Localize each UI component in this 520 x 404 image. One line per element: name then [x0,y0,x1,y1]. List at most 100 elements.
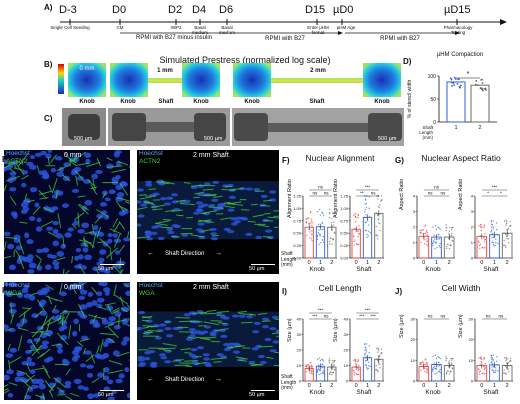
J-Shaft-ytick-label: 0 [471,379,474,384]
panel-g-group-knob: Knob [425,266,441,273]
G-Knob-point [434,248,436,250]
I-Shaft-ytick-label: 20 [344,348,349,353]
G-Knob-point [424,225,426,227]
I-Knob-point [316,369,319,372]
brightfield-2mm: 500 µm [232,108,404,146]
panel-d-title: µHM Compaction [436,52,484,58]
d-sig: * [467,71,470,78]
G-Knob-point [432,242,434,244]
G-Shaft-point [503,220,506,222]
G-Knob-point [425,231,428,233]
F-Knob-point [311,230,313,232]
G-Knob-point [446,227,448,229]
J-Knob-point [434,373,436,375]
J-Knob-point [437,365,439,367]
J-Shaft-point [483,368,485,371]
I-Shaft-point [354,360,357,362]
I-Knob-point [310,365,313,367]
part-knob-2: Knob [193,99,209,105]
G-Knob-point [438,245,440,247]
G-Knob-point [439,228,441,231]
G-Shaft-point [494,244,497,247]
F-Shaft-point [357,214,360,217]
I-Shaft-point [377,350,380,352]
G-Shaft-point [509,224,512,227]
label-1mm: 1 mm [157,68,173,74]
panel-b-title: Simulated Prestress (normalized log scal… [159,55,331,65]
G-Knob-xtick: 2 [448,260,451,266]
I-Shaft-point [379,367,381,369]
tp-d2: D2 [168,4,183,16]
G-Shaft-point [480,226,482,228]
J-Knob-xtick: 2 [448,383,451,389]
J-Knob-point [452,357,454,360]
F-Knob-point [311,221,314,224]
F-Shaft-point [378,222,380,224]
bar-d-1 [446,81,466,123]
I-Shaft-point [377,351,379,353]
G-Knob-point [449,244,452,246]
J-Shaft-point [478,371,481,373]
image-e-2mm: Hoechst ACTN2 2 mm Shaft ← Shaft Directi… [137,150,279,274]
J-Shaft-point [490,355,492,357]
J-Shaft-point [507,368,509,370]
I-Knob-point [331,362,333,364]
F-Knob-ytick-label: 0.25 [293,243,302,248]
F-Knob-point [316,234,319,237]
I-Knob-point [309,369,311,372]
G-Knob-point [424,232,427,235]
F-Shaft-point [357,230,359,233]
G-Shaft-point [497,242,499,245]
G-Knob-point [432,226,434,228]
panel-d-label: D) [403,57,412,66]
image-title: 0 mm [64,152,82,159]
F-Shaft-point [353,244,356,246]
texture-e-left [4,150,130,274]
I-Knob-point [322,370,325,372]
G-Knob-xtick: 0 [422,260,425,266]
I-Knob-point [320,373,322,375]
I-Knob-point [321,363,324,366]
I-Knob-point [328,361,330,364]
point-d [458,85,461,88]
G-Shaft-point [496,222,498,224]
J-Knob-point [422,361,424,364]
F-Knob-point [309,237,311,239]
I-Shaft-point [357,373,359,376]
J-Knob-point [435,367,437,370]
I-Shaft-point [376,370,379,373]
scale-c3: 500 µm [378,136,397,142]
F-Shaft-ytick-label: 0.00 [340,256,349,261]
point-d [452,82,455,84]
shaft-direction-label: Shaft Direction [165,377,205,383]
tp-d4-sub: Basal medium [191,25,208,35]
G-Shaft-point [490,220,493,222]
G-Knob-point [448,247,451,250]
tp-ud15: µD15 [444,4,471,16]
I-Knob-point [322,366,324,369]
F-Knob-point [310,218,313,220]
I-Shaft-ytick-label: 40 [344,317,349,322]
panel-b-label: B) [44,60,53,69]
G-Knob-point [438,227,440,229]
F-Shaft-point [379,230,381,232]
G-Shaft-point [491,241,493,243]
F-Shaft-point [354,215,357,218]
F-Shaft-point [365,206,368,208]
I-Knob-sig: *** [312,314,318,319]
F-Knob-point [328,216,330,219]
part-shaft-1: Shaft [158,99,174,105]
J-Knob-point [433,362,435,364]
G-Shaft-point [492,220,495,222]
G-Shaft-point [495,228,498,231]
I-Knob-xtick: 1 [319,383,322,389]
shaft-arrow-right-icon: → [215,376,222,383]
media-2: RPMI with B27 [265,36,305,42]
I-Shaft-point [366,366,368,369]
G-Shaft-point [478,241,480,243]
F-Knob-ytick-label: 1.00 [293,206,302,211]
compaction-chart: 0 50 100 1 2 * % of stencil width Shaft Length (m… [407,71,497,140]
panel-i-label: I) [282,287,287,296]
texture-h-right [137,309,279,368]
panel-f-group-shaft: Shaft [356,266,372,273]
